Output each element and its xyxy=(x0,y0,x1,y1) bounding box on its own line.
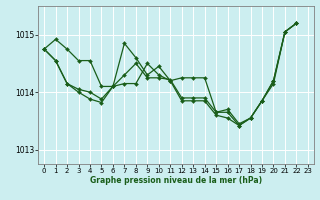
X-axis label: Graphe pression niveau de la mer (hPa): Graphe pression niveau de la mer (hPa) xyxy=(90,176,262,185)
